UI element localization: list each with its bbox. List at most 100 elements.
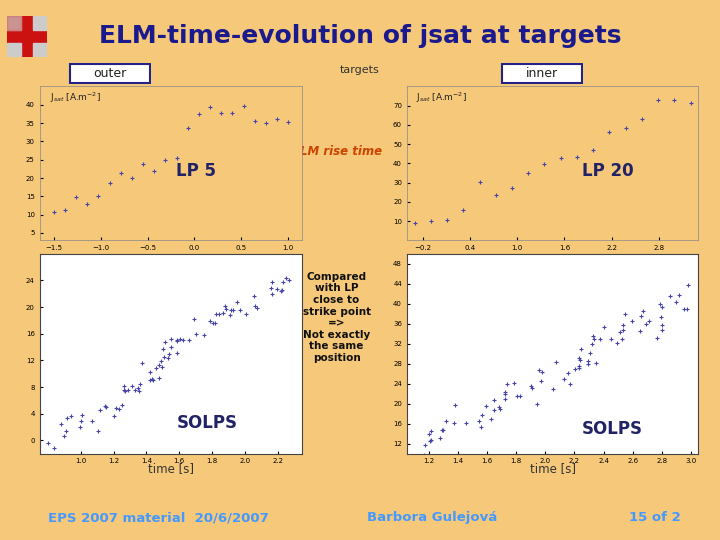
Point <box>276 286 288 294</box>
Point <box>426 436 437 444</box>
Point <box>171 154 182 163</box>
Point <box>555 154 567 163</box>
Point <box>475 423 487 432</box>
Point <box>655 312 667 321</box>
Point <box>55 420 67 428</box>
Point <box>564 379 575 388</box>
Point <box>71 193 82 201</box>
Point <box>493 403 505 411</box>
Point <box>657 320 668 329</box>
Text: targets: targets <box>340 65 380 75</box>
Point <box>678 304 690 313</box>
Point <box>214 310 225 319</box>
Point <box>42 438 54 447</box>
Point <box>488 406 500 414</box>
Point <box>171 349 183 357</box>
Point <box>156 362 168 371</box>
Point <box>571 152 582 161</box>
Text: LP 20: LP 20 <box>582 161 634 180</box>
Point <box>436 426 447 434</box>
Point <box>122 385 133 394</box>
Point <box>637 307 649 315</box>
Point <box>499 395 510 403</box>
Point <box>118 386 130 394</box>
Point <box>652 96 664 104</box>
Point <box>166 335 177 343</box>
Point <box>59 205 71 214</box>
Text: J$_{sat}$ [A.m$^{-2}$]: J$_{sat}$ [A.m$^{-2}$] <box>50 91 101 105</box>
Point <box>536 367 548 376</box>
Point <box>626 316 637 325</box>
Point <box>449 401 461 410</box>
Point <box>582 360 594 369</box>
FancyBboxPatch shape <box>70 64 150 83</box>
Point <box>587 340 598 349</box>
Point <box>425 217 436 225</box>
Point <box>419 441 431 449</box>
Point <box>441 215 453 224</box>
Point <box>157 345 168 353</box>
Point <box>634 327 646 336</box>
Bar <box>7 43 21 57</box>
Point <box>165 343 176 352</box>
Text: time [s]: time [s] <box>530 462 576 476</box>
Text: ELM-time-evolution of jsat at targets: ELM-time-evolution of jsat at targets <box>99 24 621 48</box>
Point <box>231 298 243 306</box>
Point <box>248 292 260 301</box>
Point <box>260 118 271 127</box>
Point <box>266 278 278 287</box>
Point <box>120 386 131 395</box>
Point <box>225 310 236 319</box>
Point <box>531 400 543 408</box>
Point <box>153 374 165 382</box>
Point <box>153 361 165 370</box>
Point <box>215 109 227 117</box>
Point <box>640 320 652 328</box>
Text: LP 5: LP 5 <box>176 161 216 180</box>
Point <box>150 363 161 372</box>
Point <box>526 384 537 393</box>
Point <box>477 410 488 419</box>
Point <box>616 334 628 343</box>
Point <box>271 284 283 293</box>
Point <box>175 335 186 343</box>
Point <box>617 321 629 329</box>
Point <box>99 401 110 410</box>
Point <box>635 312 647 321</box>
Point <box>251 304 263 313</box>
Point <box>132 384 144 393</box>
Point <box>144 368 156 376</box>
Point <box>424 437 436 445</box>
Point <box>60 427 71 435</box>
Point <box>108 411 120 420</box>
Point <box>670 298 682 307</box>
Point <box>138 159 149 168</box>
Point <box>506 183 518 192</box>
Bar <box>7 16 21 30</box>
Point <box>158 353 170 361</box>
Point <box>523 169 534 178</box>
Point <box>190 329 202 338</box>
Point <box>502 380 513 389</box>
Point <box>146 374 158 383</box>
Text: SOLPS: SOLPS <box>176 414 238 431</box>
Point <box>188 314 199 323</box>
Point <box>227 305 238 314</box>
Point <box>409 219 420 227</box>
Bar <box>33 43 47 57</box>
Point <box>643 316 654 325</box>
Point <box>110 404 122 413</box>
Bar <box>7 16 21 30</box>
Point <box>282 118 294 126</box>
Point <box>48 443 60 452</box>
Point <box>606 334 617 343</box>
Point <box>198 331 210 340</box>
Text: EPS 2007 material  20/6/2007: EPS 2007 material 20/6/2007 <box>48 511 269 524</box>
Point <box>227 109 238 117</box>
Point <box>574 355 585 364</box>
Text: outer: outer <box>93 67 127 80</box>
Text: 15 of 2: 15 of 2 <box>629 511 681 524</box>
Point <box>539 159 550 168</box>
Point <box>570 365 581 374</box>
Point <box>225 306 236 315</box>
